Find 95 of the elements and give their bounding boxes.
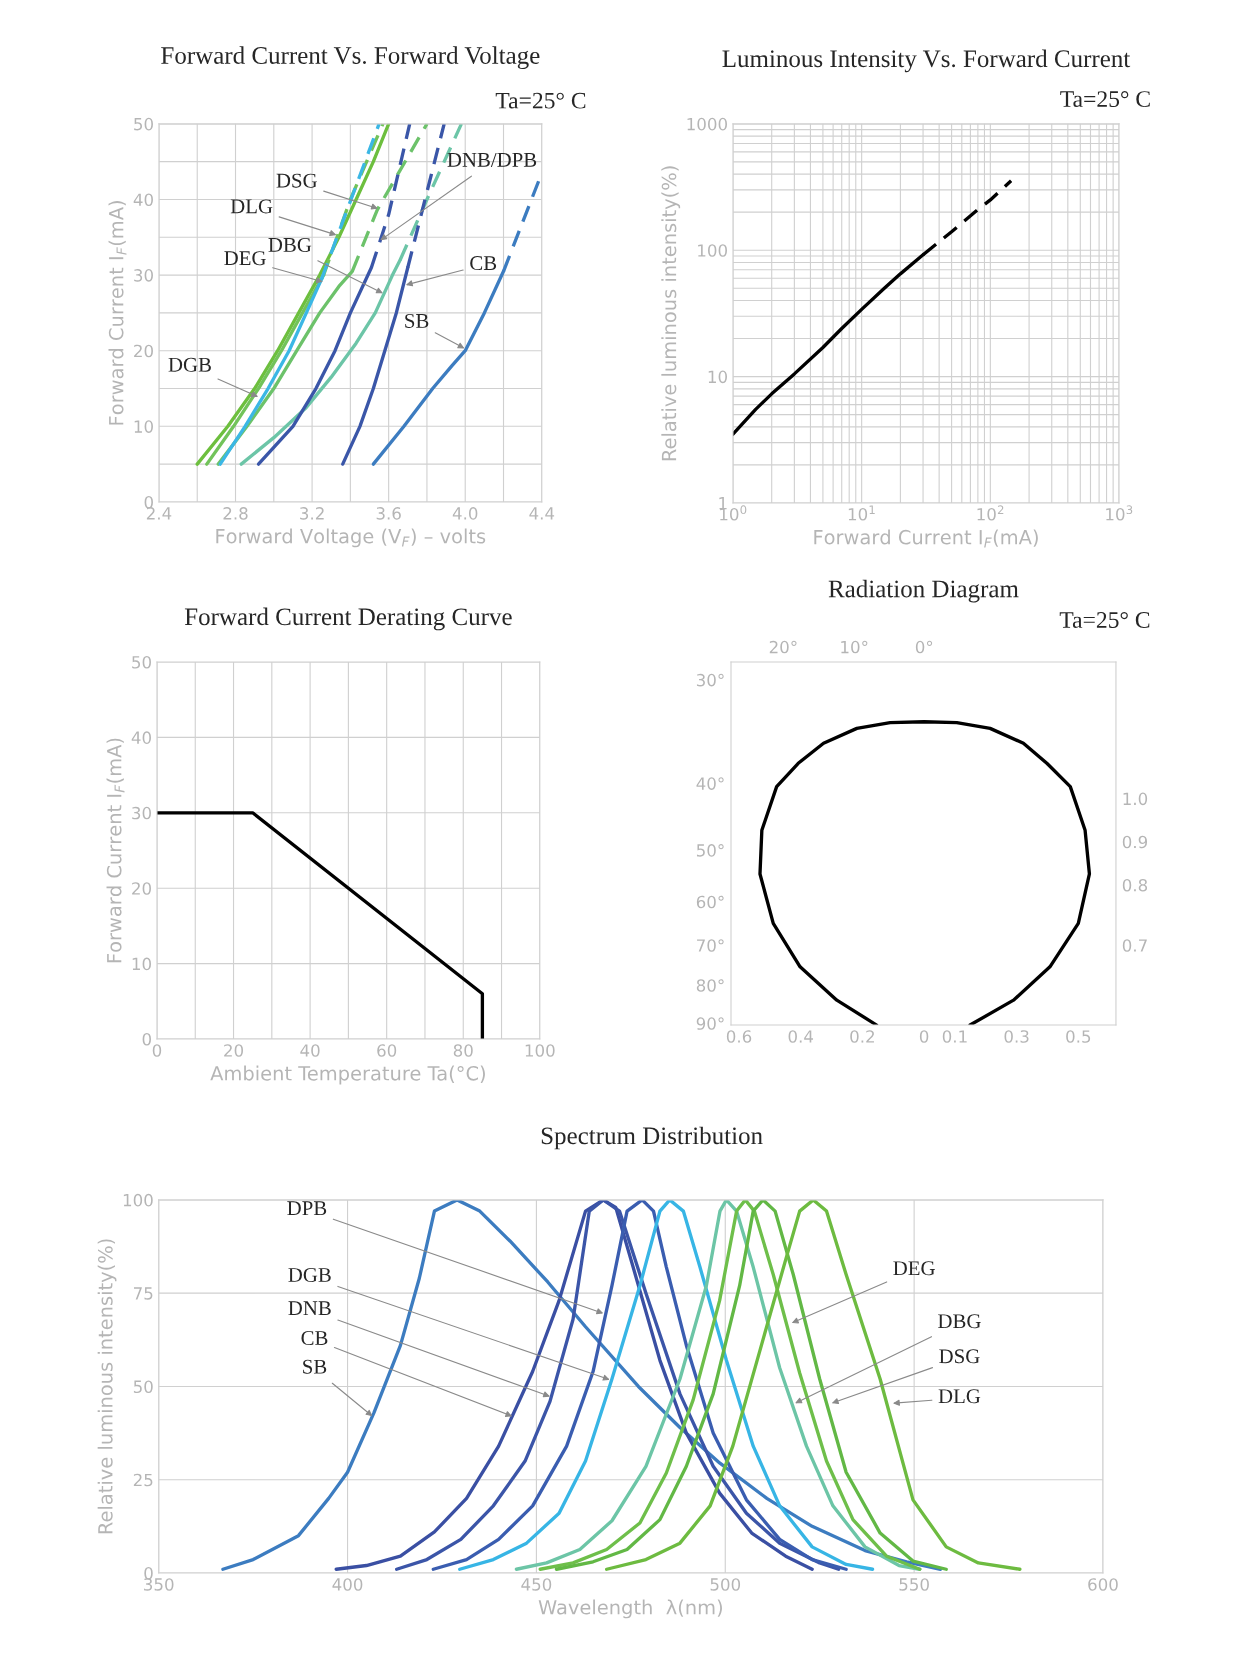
y-tick-label: 1	[719, 497, 727, 510]
x-tick-label: 0.3	[1004, 1030, 1029, 1043]
y-tick-label: 50	[132, 655, 151, 669]
x-axis-title: Wavelength λ(nm)	[538, 1599, 722, 1619]
x-tick-label: 2.8	[223, 507, 248, 520]
text: Ta=25° C	[495, 92, 586, 109]
y-axis-title: Relative luminous intensity(%)	[97, 1239, 117, 1534]
x-tick-label: 2.4	[146, 507, 172, 520]
y-tick-label: 0	[144, 1566, 153, 1580]
x-tick-label: 100	[525, 1044, 555, 1057]
y-tick-label: 0	[144, 495, 153, 509]
text: 50°	[696, 844, 724, 857]
text: 70°	[697, 939, 724, 952]
x-tick-label: 80	[453, 1044, 473, 1057]
x-axis-title: Ambient Temperature Ta(°C)	[210, 1065, 485, 1085]
x-tick-label: 0.2	[850, 1030, 874, 1043]
x-tick-label: 10$^{2}$	[977, 505, 1004, 521]
annotation: SB	[405, 313, 429, 328]
text: 80°	[696, 979, 724, 992]
text: Ta=25° C	[1059, 612, 1150, 628]
x-tick-label: 450	[521, 1578, 552, 1591]
annotation: DNB/DPB	[447, 152, 537, 167]
y-tick-label: 40	[133, 193, 153, 207]
x-tick-label: 4.4	[529, 507, 555, 520]
x-tick-label: 0.1	[942, 1030, 967, 1043]
text: 40°	[696, 777, 724, 790]
x-tick-label: 0.6	[726, 1030, 752, 1043]
x-tick-label: 0.4	[788, 1030, 814, 1043]
annotation: SB	[303, 1359, 327, 1374]
annotation: DEG	[893, 1261, 935, 1276]
annotation: CB	[470, 256, 497, 271]
x-tick-label: 3.6	[376, 507, 401, 520]
annotation: DLG	[230, 199, 273, 214]
chart-title: Spectrum Distribution	[541, 1126, 763, 1150]
annotation: CB	[301, 1331, 328, 1346]
annotation: DSG	[276, 173, 317, 188]
annotation: DBG	[938, 1314, 981, 1329]
x-tick-label: 60	[377, 1044, 397, 1057]
text: Ta=25° C	[1060, 91, 1150, 108]
x-tick-label: 20	[224, 1044, 244, 1057]
text: 0.7	[1122, 939, 1147, 952]
y-axis-title: Forward Current I$_{F}$(mA)	[106, 738, 125, 963]
y-tick-label: 50	[133, 1380, 153, 1394]
text: 10°	[841, 640, 868, 654]
y-tick-label: 40	[131, 731, 151, 744]
x-tick-label: 10$^{3}$	[1106, 505, 1133, 521]
chart-title: Forward Current Vs. Forward Voltage	[161, 46, 540, 70]
text: 0°	[915, 640, 933, 654]
y-tick-label: 30	[134, 269, 153, 282]
chart-title: Radiation Diagram	[828, 579, 1019, 603]
x-tick-label: 600	[1088, 1578, 1118, 1591]
y-tick-label: 10	[134, 420, 153, 433]
y-axis-title: Forward Current I$_{F}$(mA)	[108, 201, 127, 425]
text: 60°	[696, 895, 724, 909]
annotation: DPB	[287, 1201, 327, 1216]
x-tick-label: 10$^{1}$	[848, 505, 875, 521]
annotation: DGB	[288, 1267, 331, 1282]
y-tick-label: 50	[134, 117, 153, 131]
x-tick-label: 500	[710, 1578, 741, 1591]
x-tick-label: 40	[300, 1044, 320, 1057]
y-tick-label: 20	[132, 882, 151, 895]
y-tick-label: 30	[132, 806, 151, 820]
text: 30°	[696, 673, 724, 687]
y-tick-label: 25	[133, 1473, 153, 1487]
y-tick-label: 75	[134, 1287, 153, 1300]
annotation: DLG	[938, 1389, 981, 1404]
x-tick-label: 4.0	[452, 507, 478, 520]
y-tick-label: 100	[123, 1193, 153, 1207]
x-tick-label: 350	[144, 1578, 174, 1591]
x-tick-label: 550	[899, 1578, 929, 1591]
annotation: DGB	[168, 357, 211, 372]
annotation: DEG	[224, 251, 266, 266]
y-axis-title: Relative luminous intensity(%)	[661, 166, 681, 461]
x-tick-label: 0.5	[1066, 1030, 1091, 1043]
annotation: DNB	[288, 1301, 331, 1316]
text: 1.0	[1123, 792, 1148, 806]
chart-title: Luminous Intensity Vs. Forward Current	[722, 49, 1131, 73]
x-tick-label: 0	[919, 1030, 929, 1043]
text: 20°	[769, 640, 797, 654]
x-tick-label: 0	[152, 1044, 162, 1057]
y-tick-label: 10	[708, 370, 727, 384]
text: 0.8	[1122, 878, 1148, 892]
x-tick-label: 400	[332, 1578, 363, 1591]
y-tick-label: 20	[134, 344, 153, 358]
x-tick-label: 3.2	[300, 507, 324, 520]
x-axis-title: Forward Voltage (V$_{F}$) – volts	[216, 528, 486, 548]
annotation: DBG	[268, 237, 312, 252]
y-tick-label: 10	[132, 957, 151, 971]
x-axis-title: Forward Current I$_{F}$(mA)	[814, 529, 1038, 548]
text: 90°	[696, 1017, 724, 1030]
y-tick-label: 100	[698, 244, 727, 257]
text: 0.9	[1122, 835, 1148, 849]
chart-title: Forward Current Derating Curve	[184, 607, 512, 631]
annotation: DSG	[939, 1349, 980, 1364]
y-tick-label: 1000	[687, 117, 727, 131]
